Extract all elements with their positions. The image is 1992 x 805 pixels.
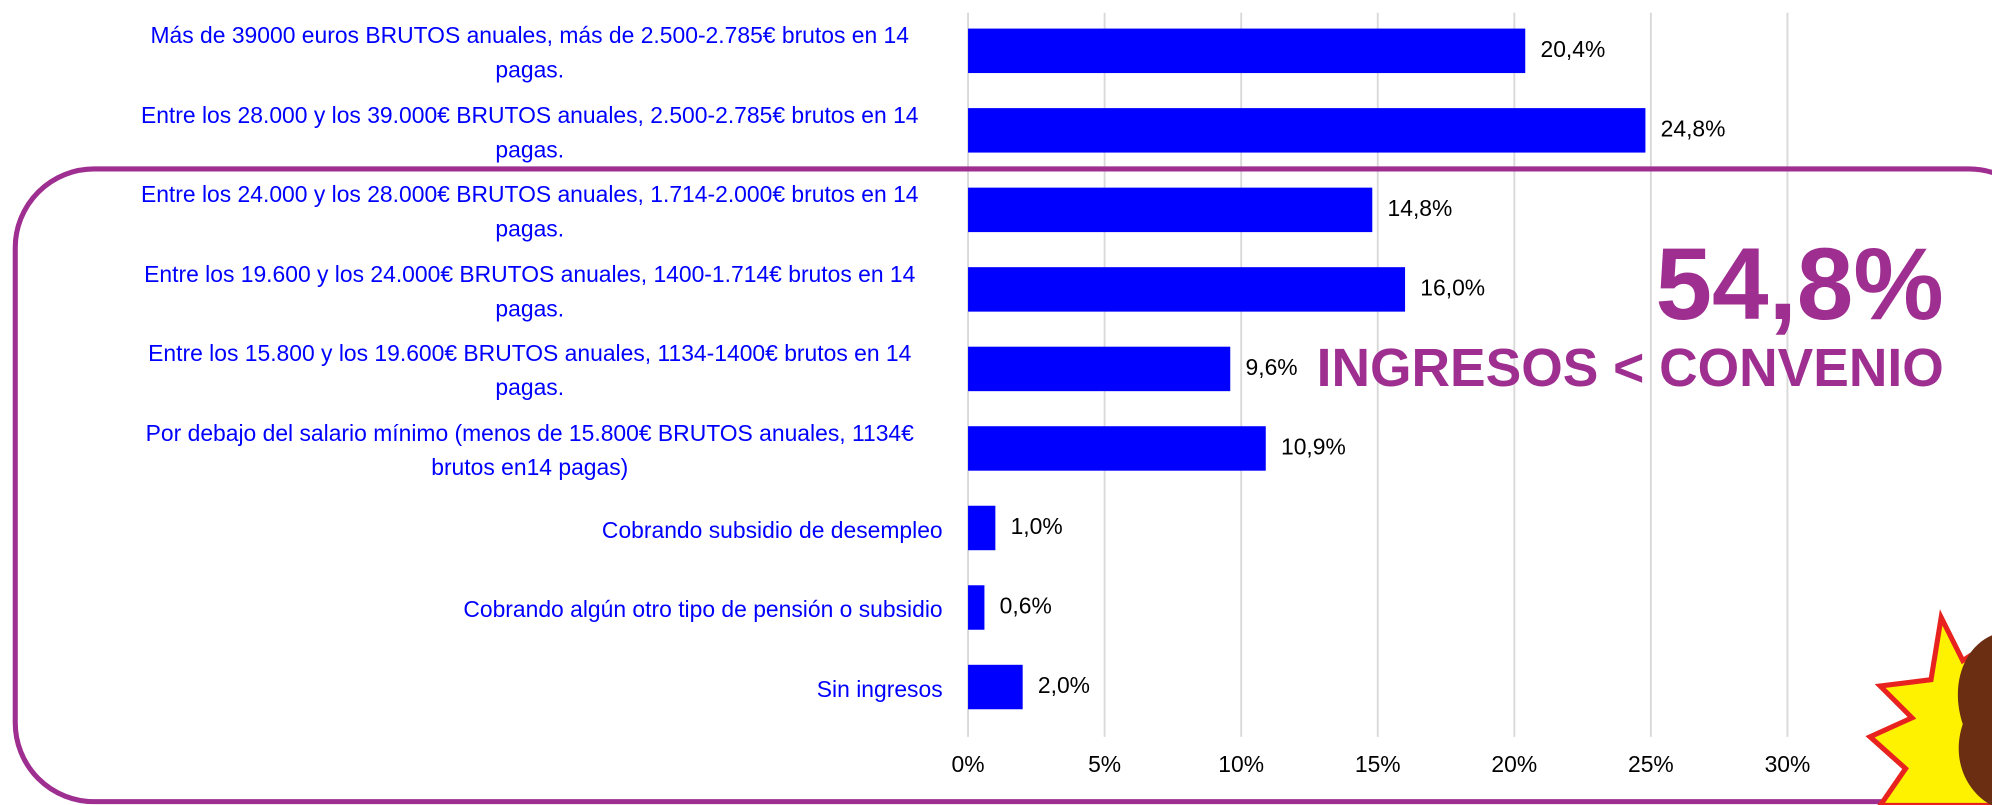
- category-label: Entre los 15.800 y los 19.600€ BRUTOS an…: [117, 337, 943, 406]
- value-label: 9,6%: [1246, 354, 1298, 380]
- category-label: Por debajo del salario mínimo (menos de …: [117, 417, 943, 486]
- bar: [968, 188, 1372, 232]
- annotation-text: INGRESOS < CONVENIO: [1317, 338, 1944, 399]
- category-label: Entre los 19.600 y los 24.000€ BRUTOS an…: [117, 258, 943, 327]
- annotation-total: 54,8%: [1656, 226, 1944, 343]
- value-label: 16,0%: [1420, 274, 1485, 300]
- category-label: Entre los 28.000 y los 39.000€ BRUTOS an…: [117, 99, 943, 168]
- value-label: 10,9%: [1281, 433, 1346, 459]
- x-tick-label: 30%: [1765, 751, 1811, 777]
- x-tick-label: 0%: [952, 751, 985, 777]
- value-label: 0,6%: [1000, 593, 1052, 619]
- x-tick-label: 25%: [1628, 751, 1674, 777]
- value-label: 2,0%: [1038, 672, 1090, 698]
- value-label: 20,4%: [1540, 36, 1605, 62]
- bar: [968, 585, 984, 629]
- chart-page: 0% 5% 10% 15% 20% 25% 30% 20,4% 24,8% 14,8% 16,0% 9…: [0, 0, 1992, 805]
- x-tick-label: 20%: [1491, 751, 1537, 777]
- bar: [968, 665, 1023, 709]
- category-label: Cobrando subsidio de desempleo: [602, 513, 943, 547]
- x-tick-label: 10%: [1218, 751, 1264, 777]
- starburst: [1870, 617, 1992, 805]
- bar: [968, 29, 1525, 73]
- category-label: Más de 39000 euros BRUTOS anuales, más d…: [117, 19, 943, 88]
- x-tick-label: 5%: [1088, 751, 1121, 777]
- bar: [968, 108, 1645, 152]
- category-label: Entre los 24.000 y los 28.000€ BRUTOS an…: [117, 178, 943, 247]
- value-label: 14,8%: [1388, 195, 1453, 221]
- value-label: 24,8%: [1661, 115, 1726, 141]
- x-tick-label: 15%: [1355, 751, 1401, 777]
- bar: [968, 267, 1405, 311]
- category-label: Cobrando algún otro tipo de pensión o su…: [463, 593, 942, 627]
- bar: [968, 506, 995, 550]
- value-label: 1,0%: [1011, 513, 1063, 539]
- bar: [968, 426, 1266, 470]
- bar: [968, 347, 1230, 391]
- category-label: Sin ingresos: [817, 672, 943, 706]
